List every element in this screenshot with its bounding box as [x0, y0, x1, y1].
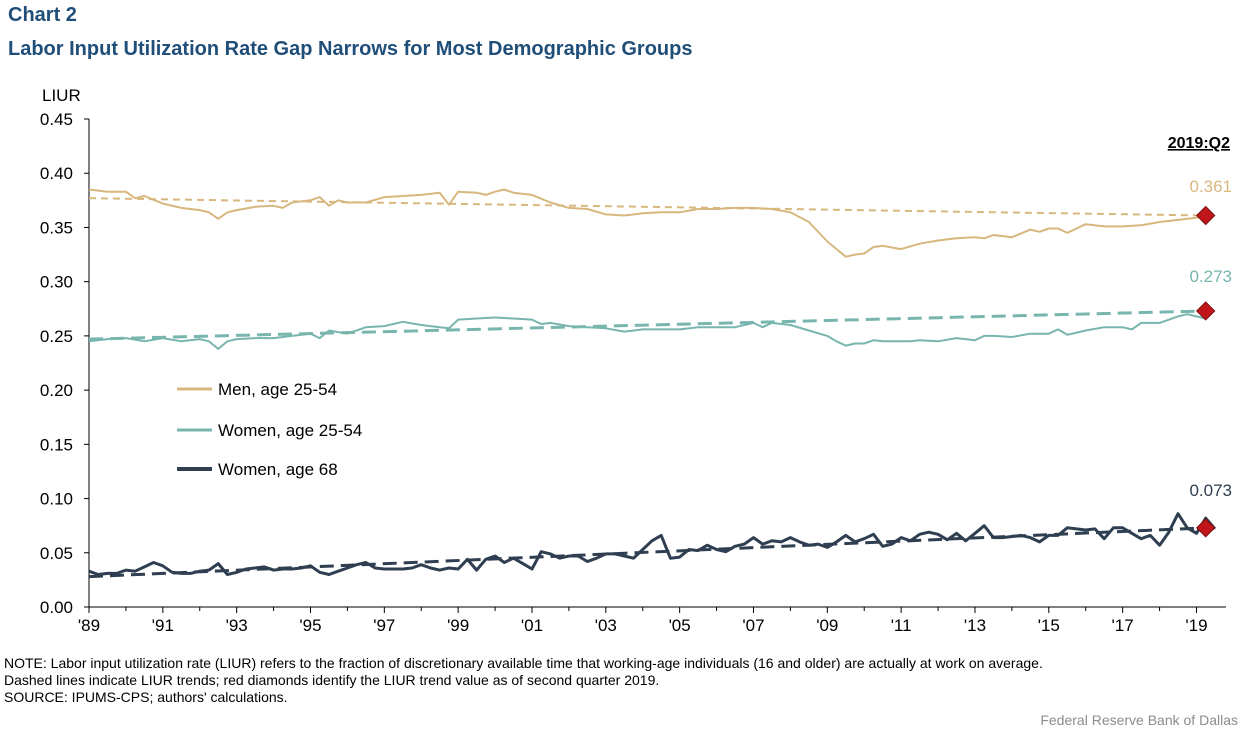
y-tick-label: 0.40: [40, 164, 73, 183]
x-tick-label: '03: [595, 616, 617, 635]
y-tick-label: 0.05: [40, 544, 73, 563]
x-tick-label: '13: [964, 616, 986, 635]
period-label: 2019:Q2: [1168, 135, 1230, 152]
chart-title: Labor Input Utilization Rate Gap Narrows…: [8, 38, 693, 60]
trend-line: [88, 197, 1206, 217]
note-line-1: NOTE: Labor input utilization rate (LIUR…: [4, 655, 1043, 671]
credit: Federal Reserve Bank of Dallas: [1040, 712, 1238, 728]
series-line: [88, 188, 1206, 258]
legend-label: Women, age 25-54: [218, 421, 362, 440]
chart-label: Chart 2: [8, 4, 77, 26]
x-tick-label: '91: [152, 616, 174, 635]
y-tick-label: 0.35: [40, 218, 73, 237]
trend-end-diamond: [1195, 518, 1216, 538]
x-tick-label: '11: [891, 616, 912, 635]
end-value-label: 0.273: [1189, 267, 1232, 286]
legend-label: Men, age 25-54: [218, 380, 337, 399]
series-line: [88, 512, 1217, 576]
legend-label: Women, age 68: [218, 460, 338, 479]
end-value-label: 0.361: [1189, 177, 1232, 196]
chart-note: NOTE: Labor input utilization rate (LIUR…: [4, 655, 1240, 706]
x-tick-label: '97: [373, 616, 395, 635]
trend-end-diamond: [1195, 205, 1216, 226]
x-tick-label: '05: [669, 616, 691, 635]
source-line: SOURCE: IPUMS-CPS; authors' calculations…: [4, 689, 288, 705]
x-tick-label: '17: [1112, 616, 1134, 635]
x-tick-label: '07: [742, 616, 764, 635]
y-tick-label: 0.20: [40, 381, 73, 400]
y-tick-label: 0.25: [40, 327, 73, 346]
x-tick-label: '19: [1185, 616, 1207, 635]
y-tick-label: 0.00: [40, 598, 73, 617]
x-tick-label: '15: [1038, 616, 1060, 635]
y-tick-label: 0.30: [40, 273, 73, 292]
x-tick-label: '95: [299, 616, 321, 635]
y-axis-title: LIUR: [42, 86, 81, 105]
chart-plot: 0.00 0.05 0.10 0.15 0.20 0.25 0.30 0.35 0.40 0.45…: [40, 86, 1232, 635]
x-tick-label: '09: [816, 616, 838, 635]
trend-end-diamond: [1195, 301, 1216, 321]
y-axis-ticks: 0.00 0.05 0.10 0.15 0.20 0.25 0.30 0.35 0.40 0.45: [40, 110, 89, 617]
legend: Men, age 25-54 Women, age 25-54 Women, age…: [177, 380, 362, 479]
note-line-2: Dashed lines indicate LIUR trends; red d…: [4, 672, 660, 688]
y-tick-label: 0.15: [40, 435, 73, 454]
y-tick-label: 0.45: [40, 110, 73, 129]
x-tick-label: '99: [447, 616, 469, 635]
series-line: [88, 313, 1206, 350]
end-value-label: 0.073: [1189, 481, 1232, 500]
series-lines: [88, 188, 1217, 579]
annotations: 2019:Q2 0.361 0.273 0.073: [1168, 135, 1232, 500]
x-tick-label: '01: [521, 616, 543, 635]
x-tick-label: '89: [78, 616, 100, 635]
trend-line: [88, 309, 1206, 341]
x-tick-label: '93: [226, 616, 248, 635]
y-tick-label: 0.10: [40, 490, 73, 509]
axes: LIUR '89 '91 '93 '95 '97 '99 '01 '03 '05 '07 '09 '11…: [42, 86, 1226, 635]
